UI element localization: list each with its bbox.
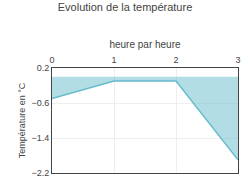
svg-text:−1.4: −1.4: [31, 133, 49, 143]
svg-text:Evolution de la température: Evolution de la température: [58, 1, 193, 13]
svg-text:3: 3: [235, 55, 240, 65]
svg-text:1: 1: [111, 55, 116, 65]
svg-text:0.2: 0.2: [37, 63, 50, 73]
svg-text:heure par heure: heure par heure: [109, 39, 181, 50]
svg-text:Température en °C: Température en °C: [17, 82, 27, 158]
svg-text:2: 2: [173, 55, 178, 65]
svg-text:−0.6: −0.6: [31, 98, 49, 108]
svg-text:−2.2: −2.2: [31, 168, 49, 178]
svg-text:0: 0: [49, 55, 54, 65]
